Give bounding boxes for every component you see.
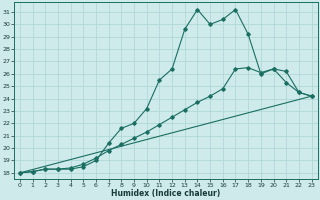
X-axis label: Humidex (Indice chaleur): Humidex (Indice chaleur) (111, 189, 220, 198)
